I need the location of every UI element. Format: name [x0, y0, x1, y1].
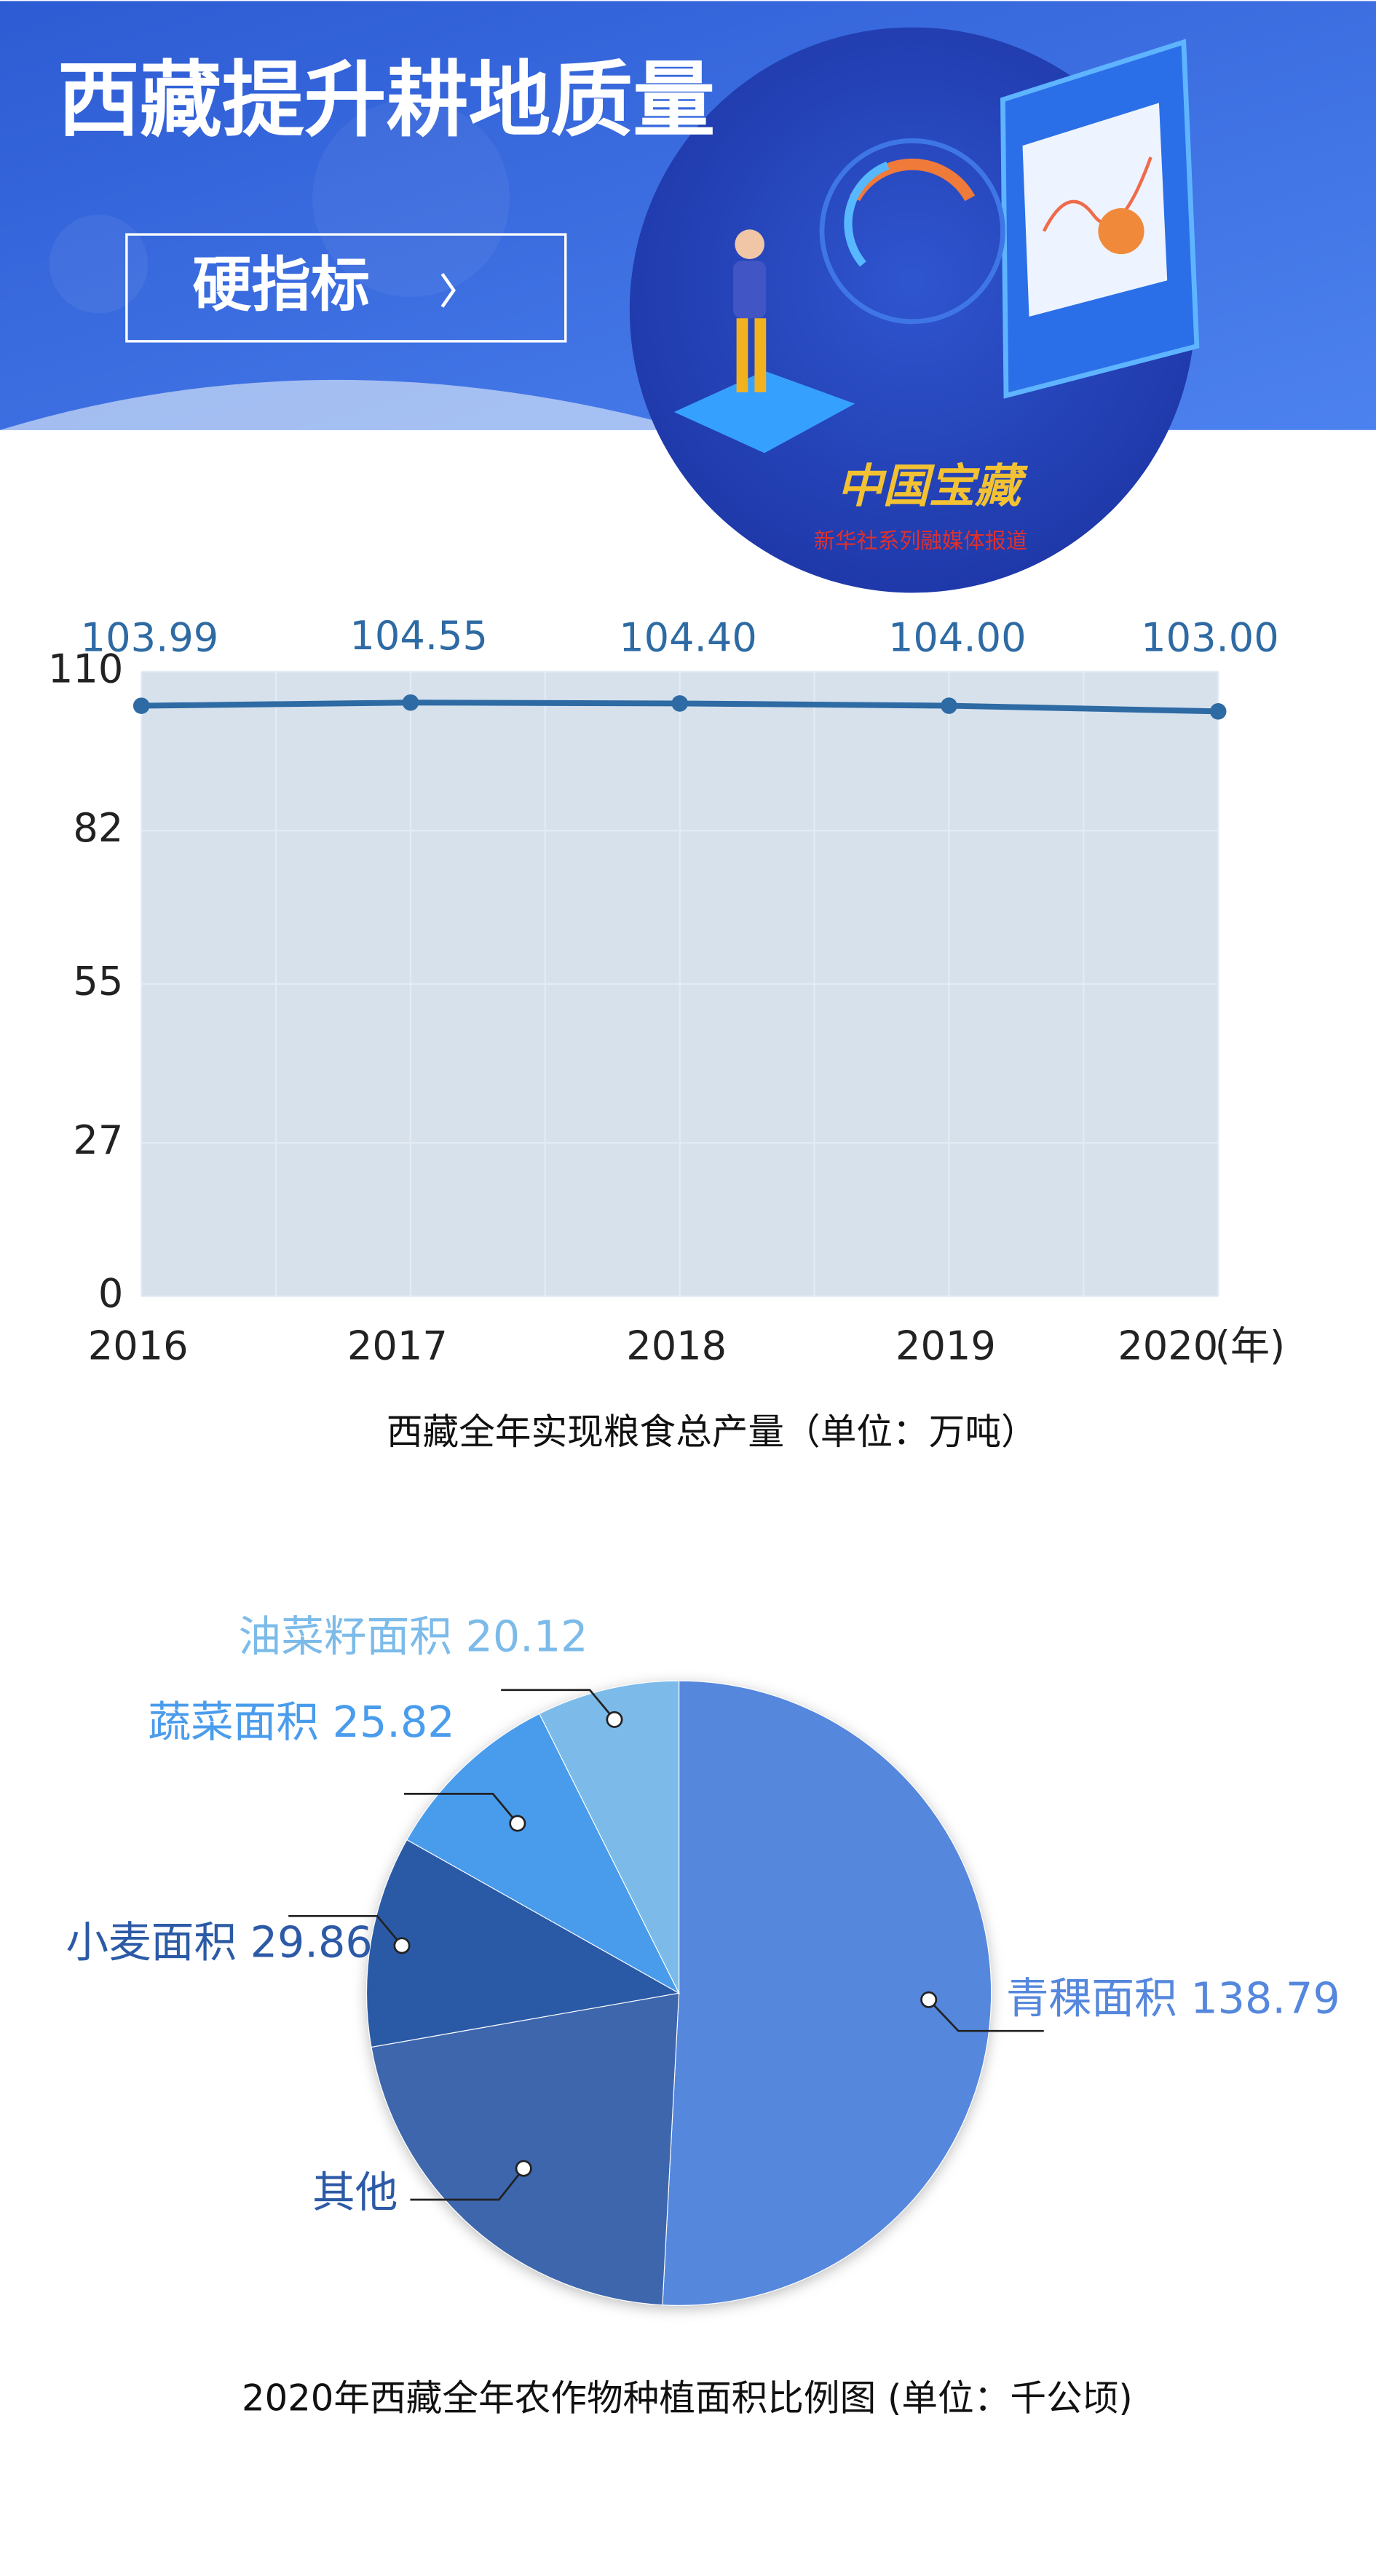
logo: 中国宝藏 — [837, 459, 1028, 513]
data-point — [941, 697, 957, 714]
y-tick-label: 55 — [73, 958, 123, 1004]
pie-slice — [371, 1992, 680, 2306]
illustration — [673, 39, 1200, 453]
leader-dot — [509, 1815, 526, 1832]
slice-name: 青稞面积 — [1006, 1974, 1177, 2024]
slice-name: 其他 — [312, 2168, 398, 2217]
pie-slice — [539, 1680, 680, 1994]
data-label: 103.00 — [1141, 614, 1279, 660]
slice-value: 20.12 — [466, 1612, 588, 1662]
slice-value: 25.82 — [333, 1697, 455, 1747]
leader-line — [928, 1999, 1044, 2032]
header-title: 西藏提升耕地质量 — [58, 52, 715, 148]
button-label: 硬指标 — [192, 251, 370, 320]
chart-caption: 2020年西藏全年农作物种植面积比例图 (单位：千公顷) — [242, 2377, 1133, 2420]
header: 西藏提升耕地质量 硬指标 中国宝藏 新华社系列融媒体报道 — [0, 1, 1376, 593]
leader-dot — [606, 1711, 623, 1728]
slice-label: 小麦面积 29.86 — [66, 1918, 372, 1967]
slice-gap — [237, 1918, 250, 1967]
data-point — [402, 694, 419, 711]
slice-label: 油菜籽面积 20.12 — [238, 1612, 588, 1662]
data-point — [1209, 703, 1227, 720]
decoration — [0, 379, 691, 430]
pie-slice — [662, 1680, 992, 2306]
x-tick-label: 2019 — [895, 1323, 996, 1369]
chart-caption: 西藏全年实现粮食总产量（单位：万吨） — [387, 1411, 1037, 1453]
logo-subtitle: 新华社系列融媒体报道 — [814, 528, 1027, 553]
leader-line — [410, 2168, 525, 2201]
x-tick-label: 2017 — [347, 1323, 448, 1369]
y-tick-label: 110 — [48, 646, 123, 691]
pie-slice — [406, 1713, 680, 1994]
leader-dot — [393, 1937, 411, 1954]
x-tick-label: 2018 — [626, 1323, 727, 1369]
decoration — [49, 214, 149, 314]
pie — [366, 1680, 992, 2306]
data-label: 104.00 — [888, 614, 1027, 660]
data-point — [133, 697, 150, 714]
slice-value: 138.79 — [1190, 1974, 1340, 2024]
leader-dot — [515, 2160, 532, 2177]
y-tick-label: 0 — [98, 1270, 123, 1316]
chevron-icon — [440, 272, 456, 308]
x-tick-label: 2016 — [88, 1323, 189, 1369]
leader-line — [288, 1914, 403, 1946]
leader-line — [404, 1793, 518, 1824]
data-label: 104.40 — [619, 614, 757, 660]
y-tick-label: 82 — [73, 805, 123, 851]
slice-gap — [452, 1612, 466, 1662]
slice-label: 蔬菜面积 25.82 — [148, 1697, 454, 1747]
header-button[interactable] — [125, 233, 567, 343]
slice-name: 小麦面积 — [66, 1918, 237, 1967]
leader-line — [501, 1689, 616, 1721]
y-tick-label: 27 — [73, 1117, 123, 1163]
slice-gap — [1177, 1974, 1191, 2024]
data-label: 104.55 — [349, 613, 488, 659]
x-axis-unit: (年) — [1215, 1323, 1285, 1369]
slice-label: 其他 — [312, 2168, 398, 2217]
leader-dot — [920, 1991, 938, 2008]
data-point — [671, 695, 688, 712]
decoration — [312, 99, 510, 297]
pie-slice — [366, 1839, 681, 2048]
slice-value: 29.86 — [250, 1918, 373, 1967]
slice-gap — [319, 1697, 333, 1747]
slice-name: 油菜籽面积 — [238, 1612, 451, 1662]
slice-label: 青稞面积 138.79 — [1006, 1974, 1340, 2024]
slice-name: 蔬菜面积 — [148, 1697, 319, 1747]
data-label: 103.99 — [81, 614, 219, 660]
x-tick-label: 2020 — [1118, 1323, 1218, 1369]
